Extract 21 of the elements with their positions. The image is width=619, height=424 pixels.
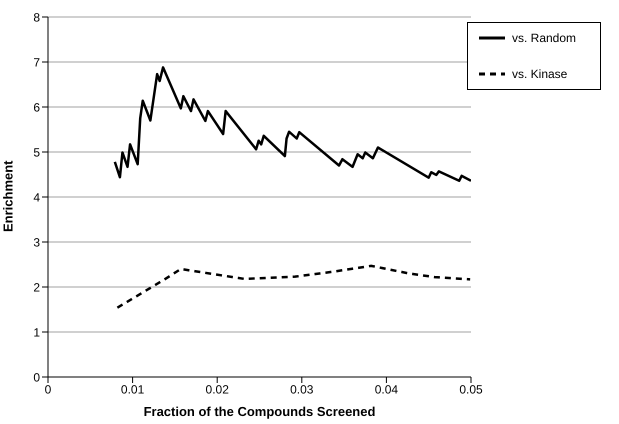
x-tick-label: 0.02 <box>206 382 230 397</box>
y-tick-label: 5 <box>33 145 40 160</box>
line-series <box>116 264 471 309</box>
y-tick-label: 0 <box>33 370 40 384</box>
x-tick-label: 0.04 <box>374 382 398 397</box>
y-tick-label: 4 <box>33 190 40 204</box>
x-axis-title: Fraction of the Compounds Screened <box>144 404 376 419</box>
y-tick-label: 8 <box>33 10 40 24</box>
y-tick-label: 1 <box>33 325 40 340</box>
x-tick-label: 0.03 <box>290 382 314 397</box>
x-tick-label: 0 <box>44 382 52 397</box>
line-series <box>114 66 471 182</box>
y-tick-label: 3 <box>33 235 40 250</box>
legend-label: vs. Kinase <box>512 67 568 81</box>
x-tick-label: 0.01 <box>120 382 145 397</box>
y-tick-label: 7 <box>33 55 40 70</box>
x-tick-label: 0.05 <box>459 382 483 397</box>
y-tick-label: 6 <box>33 100 40 114</box>
y-axis-title: Enrichment <box>0 160 16 232</box>
y-tick-label: 2 <box>33 280 40 294</box>
legend-label: vs. Random <box>512 31 576 45</box>
